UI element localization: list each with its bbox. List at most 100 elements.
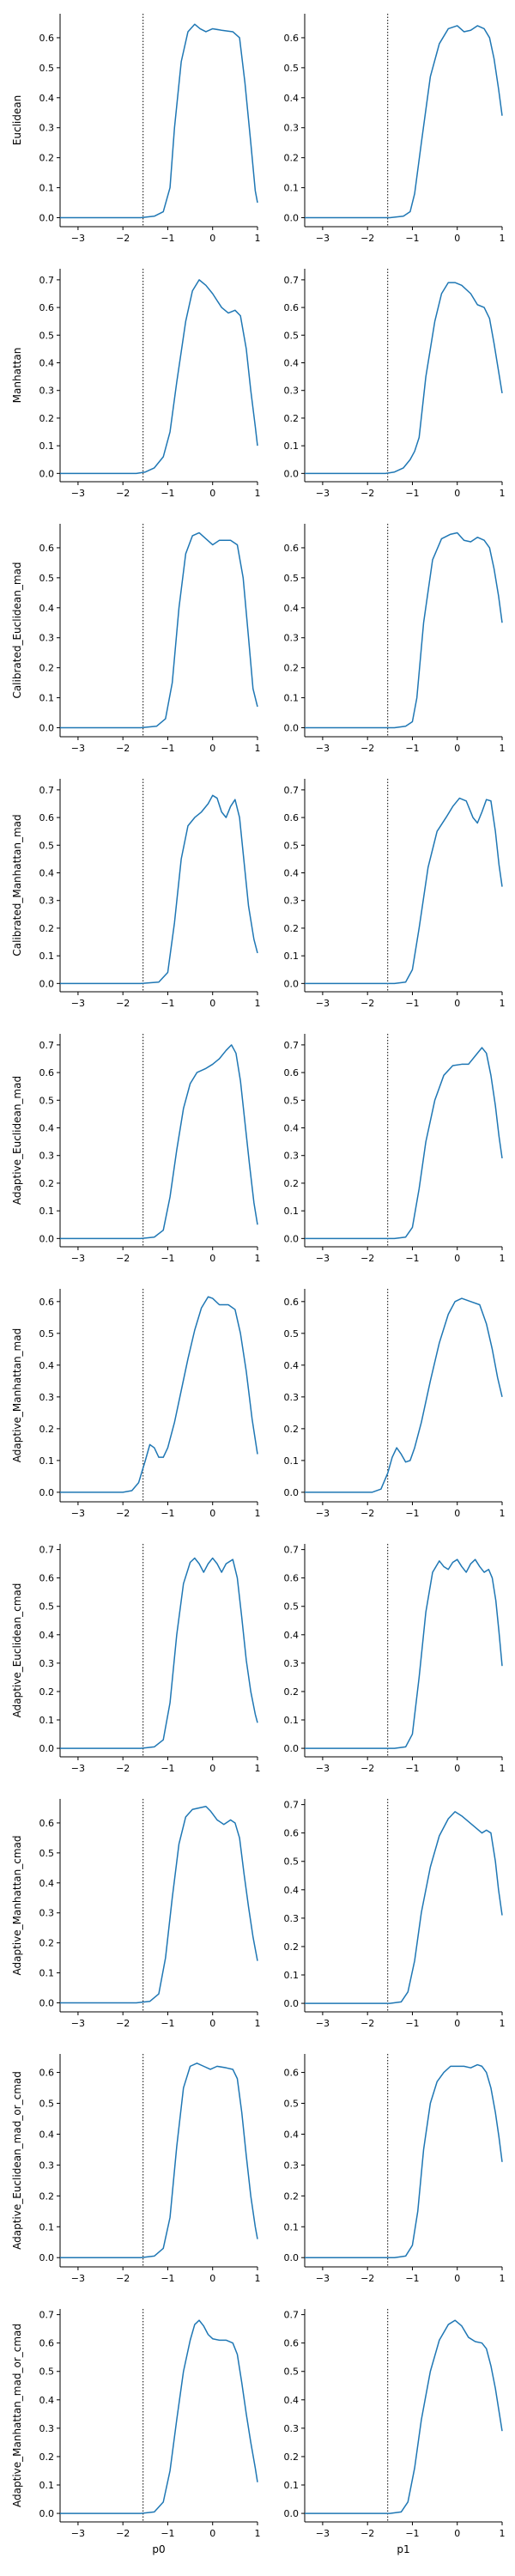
subplot-r8-c0: 0.0 0.1 0.2 0.3 0.4 0.5 0.6 −3 −2 −1 0 1 Adaptive_Eu… — [11, 2054, 261, 2284]
x-tick-label: 1 — [500, 743, 506, 754]
y-tick-label: 0.6 — [39, 2338, 55, 2349]
subplot-r6-c0: 0.0 0.1 0.2 0.3 0.4 0.5 0.6 0.7 −3 −2 −1 0 1 Adaptive… — [11, 1544, 261, 1774]
y-tick-label: 0.6 — [284, 33, 300, 44]
y-tick-label: 0.2 — [284, 1178, 300, 1189]
y-tick-label: 0.4 — [39, 93, 55, 104]
y-tick-label: 0.2 — [39, 923, 55, 934]
y-tick-label: 0.1 — [39, 440, 55, 452]
x-tick-label: 1 — [500, 1253, 506, 1264]
x-tick-label: −2 — [360, 233, 374, 244]
x-tick-label: −3 — [71, 2528, 85, 2539]
x-tick-label: 0 — [209, 2273, 215, 2284]
y-tick-label: 0.5 — [284, 63, 300, 74]
x-tick-label: −1 — [161, 1253, 174, 1264]
y-tick-label: 0.1 — [39, 2480, 55, 2491]
y-tick-label: 0.4 — [284, 1360, 300, 1371]
y-tick-label: 0.5 — [284, 2099, 300, 2110]
subplot-r7-c1: 0.0 0.1 0.2 0.3 0.4 0.5 0.6 0.7 −3 −2 −1 0 1 — [284, 1799, 506, 2029]
y-tick-label: 0.4 — [284, 1630, 300, 1641]
y-tick-label: 0.3 — [39, 2160, 55, 2171]
y-tick-label: 0.7 — [284, 2310, 300, 2321]
x-tick-label: 0 — [209, 2018, 215, 2029]
x-tick-label: 1 — [500, 1763, 506, 1774]
y-tick-label: 0.2 — [39, 153, 55, 164]
y-axis-label: Euclidean — [11, 95, 23, 145]
y-tick-label: 0.4 — [284, 93, 300, 104]
y-tick-label: 0.0 — [39, 468, 55, 479]
y-tick-label: 0.2 — [284, 663, 300, 674]
x-tick-label: −3 — [316, 1763, 330, 1774]
y-tick-label: 0.7 — [284, 1040, 300, 1051]
y-tick-label: 0.2 — [39, 2190, 55, 2202]
y-tick-label: 0.2 — [284, 923, 300, 934]
x-axis-label: p1 — [397, 2543, 409, 2555]
subplot-r6-c1: 0.0 0.1 0.2 0.3 0.4 0.5 0.6 0.7 −3 −2 −1 0 1 — [284, 1544, 506, 1774]
y-tick-label: 0.3 — [39, 1908, 55, 1919]
x-tick-label: −2 — [116, 743, 130, 754]
density-line — [60, 279, 258, 475]
x-tick-label: −1 — [161, 743, 174, 754]
x-tick-label: 0 — [209, 2528, 215, 2539]
y-tick-label: 0.0 — [39, 2252, 55, 2263]
x-tick-label: −3 — [316, 1508, 330, 1519]
x-tick-label: 1 — [255, 1253, 261, 1264]
x-tick-label: −1 — [405, 1508, 419, 1519]
x-tick-label: 1 — [255, 998, 261, 1009]
x-tick-label: −3 — [316, 488, 330, 499]
x-tick-label: 0 — [209, 743, 215, 754]
y-tick-label: 0.5 — [284, 840, 300, 851]
y-tick-label: 0.6 — [284, 1573, 300, 1584]
y-tick-label: 0.6 — [39, 302, 55, 313]
y-tick-label: 0.3 — [284, 2160, 300, 2171]
y-tick-label: 0.4 — [284, 868, 300, 879]
y-axis-label: Adaptive_Euclidean_cmad — [11, 1583, 23, 1718]
y-tick-label: 0.0 — [39, 1743, 55, 1754]
subplot-r4-c1: 0.0 0.1 0.2 0.3 0.4 0.5 0.6 0.7 −3 −2 −1 0 1 — [284, 1034, 506, 1264]
x-tick-label: 1 — [255, 2273, 261, 2284]
y-tick-label: 0.3 — [284, 2423, 300, 2434]
density-line — [305, 25, 503, 219]
y-tick-label: 0.2 — [284, 413, 300, 424]
x-tick-label: −3 — [71, 488, 85, 499]
y-tick-label: 0.0 — [39, 1233, 55, 1244]
x-tick-label: −2 — [116, 233, 130, 244]
y-tick-label: 0.5 — [39, 840, 55, 851]
y-axis-label: Adaptive_Manhattan_mad_or_cmad — [11, 2324, 23, 2507]
y-tick-label: 0.1 — [284, 183, 300, 194]
x-tick-label: 0 — [454, 998, 460, 1009]
y-tick-label: 0.5 — [284, 1095, 300, 1106]
y-tick-label: 0.4 — [39, 1878, 55, 1889]
y-tick-label: 0.0 — [284, 978, 300, 989]
x-tick-label: −1 — [161, 233, 174, 244]
x-tick-label: −3 — [71, 1253, 85, 1264]
y-tick-label: 0.0 — [39, 1487, 55, 1498]
x-tick-label: −1 — [161, 488, 174, 499]
x-tick-label: 0 — [209, 233, 215, 244]
y-tick-label: 0.4 — [39, 603, 55, 614]
subplot-r0-c0: 0.0 0.1 0.2 0.3 0.4 0.5 0.6 −3 −2 −1 0 1 Euclidean — [11, 14, 261, 244]
y-tick-label: 0.0 — [284, 213, 300, 224]
y-tick-label: 0.7 — [284, 1545, 300, 1556]
subplot-r7-c0: 0.0 0.1 0.2 0.3 0.4 0.5 0.6 −3 −2 −1 0 1 Adaptive_Ma… — [11, 1799, 261, 2029]
y-tick-label: 0.0 — [284, 2252, 300, 2263]
y-tick-label: 0.5 — [39, 1848, 55, 1859]
y-tick-label: 0.7 — [39, 275, 55, 286]
x-tick-label: 0 — [209, 1763, 215, 1774]
x-tick-label: −3 — [316, 998, 330, 1009]
x-tick-label: −2 — [116, 1253, 130, 1264]
x-tick-label: 0 — [454, 2018, 460, 2029]
x-tick-label: −2 — [360, 2018, 374, 2029]
y-tick-label: 0.4 — [39, 2129, 55, 2140]
y-tick-label: 0.2 — [284, 1941, 300, 1953]
x-tick-label: −2 — [116, 998, 130, 1009]
y-tick-label: 0.7 — [39, 785, 55, 796]
y-tick-label: 0.3 — [39, 386, 55, 397]
subplot-r9-c0: 0.0 0.1 0.2 0.3 0.4 0.5 0.6 0.7 −3 −2 −1 0 1 Adaptive… — [11, 2309, 261, 2555]
x-tick-label: −2 — [360, 1508, 374, 1519]
y-tick-label: 0.5 — [39, 573, 55, 584]
y-tick-label: 0.1 — [39, 693, 55, 704]
x-tick-label: 1 — [255, 743, 261, 754]
y-tick-label: 0.7 — [284, 785, 300, 796]
y-tick-label: 0.2 — [284, 153, 300, 164]
